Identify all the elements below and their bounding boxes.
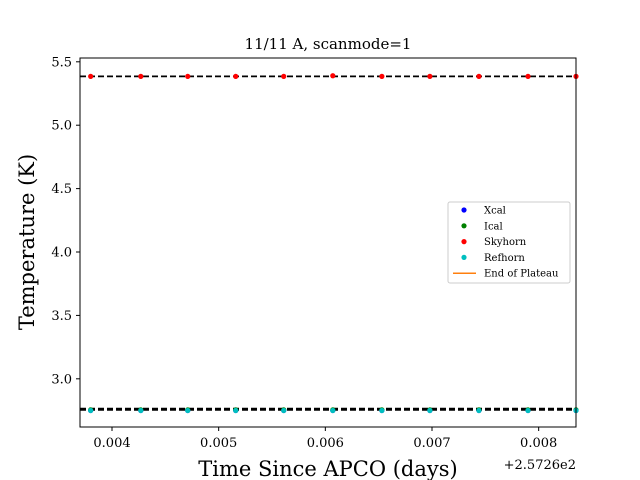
x-axis-ticks: 0.004 0.005 0.006 0.007 0.008 — [93, 427, 557, 451]
y-axis-label: Temperature (K) — [15, 154, 39, 330]
refhorn-point — [379, 407, 385, 414]
chart-title: 11/11 A, scanmode=1 — [245, 35, 412, 53]
legend-marker-ical — [461, 223, 467, 229]
skyhorn-point — [330, 73, 336, 79]
y-tick-label: 4.5 — [51, 182, 72, 197]
legend-marker-skyhorn — [461, 239, 467, 245]
x-tick-label: 0.005 — [200, 436, 237, 451]
y-tick-label: 4.0 — [51, 246, 72, 261]
plot-frame — [79, 57, 577, 428]
y-axis-ticks: 3.0 3.5 4.0 4.5 5.0 5.5 — [51, 55, 80, 387]
y-tick-label: 3.0 — [51, 372, 72, 387]
x-tick-label: 0.008 — [520, 436, 557, 451]
refhorn-point — [427, 407, 433, 414]
refhorn-point — [330, 407, 336, 414]
x-offset-label: +2.5726e2 — [504, 458, 576, 473]
skyhorn-point — [185, 73, 191, 79]
skyhorn-point — [281, 73, 287, 79]
y-tick-label: 5.0 — [51, 119, 72, 134]
skyhorn-point — [379, 73, 385, 79]
refhorn-point — [233, 407, 239, 414]
legend-box — [447, 201, 571, 284]
skyhorn-point — [138, 73, 144, 79]
legend-label-refhorn: Refhorn — [484, 253, 525, 264]
legend-label-end-of-plateau: End of Plateau — [484, 269, 559, 280]
refhorn-point — [88, 407, 94, 414]
refhorn-point — [281, 407, 287, 414]
refhorn-point — [476, 407, 482, 414]
legend: Xcal Ical Skyhorn Refhorn End of Plateau — [447, 201, 571, 284]
legend-marker-refhorn — [461, 254, 467, 260]
plot-area — [80, 73, 579, 414]
y-tick-label: 5.5 — [51, 55, 72, 70]
skyhorn-point — [88, 73, 94, 79]
legend-label-skyhorn: Skyhorn — [484, 237, 527, 248]
skyhorn-point — [427, 73, 433, 79]
refhorn-point — [185, 407, 191, 414]
y-tick-label: 3.5 — [51, 309, 72, 324]
x-tick-label: 0.007 — [413, 436, 450, 451]
skyhorn-point — [233, 73, 239, 79]
refhorn-point — [525, 407, 531, 414]
skyhorn-point — [525, 73, 531, 79]
legend-label-ical: Ical — [484, 221, 503, 232]
x-tick-label: 0.004 — [93, 436, 130, 451]
x-axis-label: Time Since APCO (days) — [198, 457, 457, 480]
skyhorn-point — [476, 73, 482, 79]
legend-label-xcal: Xcal — [484, 206, 506, 217]
refhorn-point — [138, 407, 144, 414]
x-tick-label: 0.006 — [307, 436, 344, 451]
legend-marker-xcal — [461, 207, 467, 213]
